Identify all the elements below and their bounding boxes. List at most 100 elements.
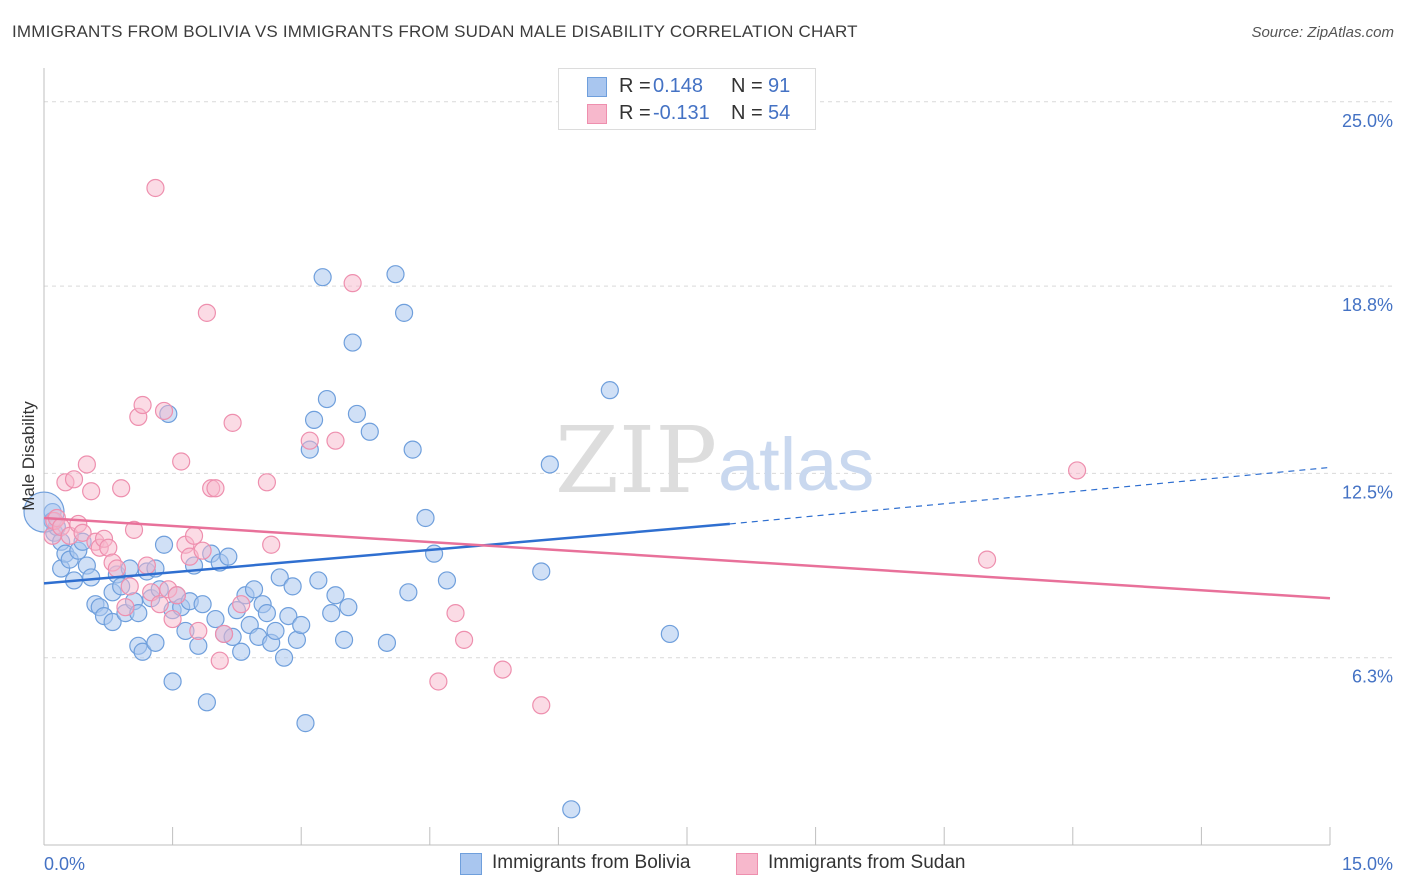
sudan-point bbox=[116, 598, 135, 617]
bolivia-point bbox=[232, 642, 251, 661]
bolivia-point bbox=[103, 612, 122, 632]
bolivia-point bbox=[309, 571, 328, 590]
grid bbox=[44, 101, 1392, 659]
sudan-point bbox=[262, 535, 281, 554]
bolivia-point bbox=[163, 672, 182, 691]
bolivia-swatch bbox=[587, 77, 607, 97]
bolivia-point bbox=[394, 303, 414, 322]
sudan-point bbox=[257, 473, 277, 492]
bolivia-point bbox=[292, 615, 311, 635]
bolivia-point bbox=[343, 333, 362, 352]
sudan-point bbox=[189, 621, 208, 641]
sudan-point bbox=[154, 401, 174, 421]
source-label: Source: ZipAtlas.com bbox=[1251, 24, 1394, 41]
sudan-point bbox=[446, 604, 465, 623]
x-tick-label: 15.0% bbox=[1342, 854, 1393, 874]
series-sudan bbox=[43, 178, 1087, 715]
sudan-point bbox=[454, 630, 474, 649]
sudan-point bbox=[210, 651, 229, 670]
bolivia-point bbox=[347, 404, 367, 424]
sudan-point bbox=[326, 431, 345, 450]
y-tick-label: 6.3% bbox=[1352, 667, 1393, 687]
r-value: 0.148 bbox=[653, 75, 704, 97]
sudan-point bbox=[64, 470, 84, 489]
bolivia-point bbox=[399, 583, 418, 602]
axes bbox=[43, 68, 1331, 846]
sudan-point bbox=[343, 274, 362, 293]
n-value: 54 bbox=[768, 102, 791, 124]
bolivia-point bbox=[244, 580, 264, 599]
bolivia-point bbox=[146, 633, 165, 652]
r-label: R = bbox=[619, 102, 651, 124]
bolivia-point bbox=[257, 604, 277, 623]
sudan-point bbox=[137, 556, 156, 575]
y-tick-labels: 6.3% 12.5% 18.8% 25.0% bbox=[1342, 111, 1393, 687]
trend-lines bbox=[43, 466, 1331, 600]
bolivia-point bbox=[266, 621, 285, 641]
sudan-point bbox=[223, 413, 242, 432]
bolivia-point bbox=[334, 630, 354, 649]
bolivia-point bbox=[206, 609, 225, 629]
sudan-point bbox=[124, 520, 144, 539]
bolivia-point bbox=[562, 800, 581, 819]
sudan-point bbox=[206, 479, 225, 498]
bolivia-point bbox=[274, 648, 294, 667]
sudan-point bbox=[232, 595, 251, 614]
bolivia-point bbox=[437, 571, 457, 590]
sudan-point bbox=[977, 550, 997, 569]
sudan-point bbox=[163, 609, 182, 629]
bolivia-point bbox=[133, 642, 152, 661]
bolivia-point bbox=[540, 455, 559, 474]
bolivia-point bbox=[197, 693, 216, 712]
bolivia-point bbox=[193, 595, 212, 614]
n-label: N = bbox=[731, 102, 763, 124]
bolivia-point bbox=[660, 624, 679, 644]
y-tick-label: 18.8% bbox=[1342, 295, 1393, 315]
sudan-point bbox=[532, 696, 551, 715]
sudan-point bbox=[150, 595, 169, 614]
sudan-point bbox=[77, 455, 96, 474]
x-tick-label: 0.0% bbox=[44, 854, 85, 874]
bolivia-point bbox=[424, 544, 444, 563]
sudan-point bbox=[112, 479, 131, 498]
bolivia-trend-line bbox=[43, 522, 730, 585]
bolivia-point bbox=[322, 604, 341, 623]
sudan-point bbox=[300, 431, 319, 450]
sudan-point bbox=[107, 559, 126, 578]
bolivia-point bbox=[296, 714, 315, 733]
y-tick-label: 25.0% bbox=[1342, 111, 1393, 131]
sudan-legend-swatch bbox=[736, 853, 758, 875]
bolivia-trend-extension bbox=[729, 466, 1331, 525]
sudan-swatch bbox=[587, 104, 607, 124]
bolivia-point bbox=[279, 606, 298, 626]
y-tick-label: 12.5% bbox=[1342, 482, 1393, 502]
y-axis-label: Male Disability bbox=[19, 401, 38, 511]
sudan-point bbox=[120, 577, 139, 596]
sudan-legend-label: Immigrants from Sudan bbox=[768, 852, 966, 873]
sudan-point bbox=[167, 586, 186, 605]
bolivia-point bbox=[283, 577, 302, 596]
bolivia-point bbox=[219, 547, 238, 566]
bolivia-point bbox=[416, 508, 435, 528]
sudan-point bbox=[214, 624, 234, 644]
sudan-point bbox=[429, 672, 448, 691]
sudan-point bbox=[73, 523, 92, 542]
bolivia-point bbox=[377, 633, 397, 652]
bolivia-point bbox=[270, 568, 289, 587]
sudan-point bbox=[193, 541, 212, 560]
bolivia-point bbox=[532, 562, 551, 581]
bolivia-point bbox=[304, 410, 324, 429]
sudan-point bbox=[146, 178, 165, 198]
sudan-point bbox=[493, 660, 512, 679]
bolivia-point bbox=[600, 381, 619, 400]
watermark-zip: ZIP bbox=[555, 407, 717, 514]
bolivia-point bbox=[154, 535, 174, 554]
n-value: 91 bbox=[768, 75, 791, 97]
sudan-point bbox=[184, 526, 204, 545]
bolivia-point bbox=[403, 440, 422, 459]
sudan-point bbox=[133, 395, 152, 415]
r-label: R = bbox=[619, 75, 651, 97]
bolivia-legend-swatch bbox=[460, 853, 482, 875]
x-tick-labels: 0.0% 15.0% bbox=[44, 854, 1393, 874]
watermark-atlas: atlas bbox=[718, 423, 874, 506]
